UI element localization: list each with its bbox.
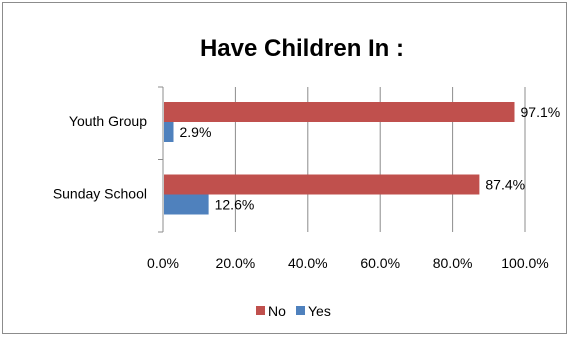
x-tick-label: 0.0%: [147, 255, 179, 271]
x-tick-label: 60.0%: [360, 255, 400, 271]
x-tick-label: 20.0%: [216, 255, 256, 271]
x-tick-label: 80.0%: [433, 255, 473, 271]
x-tick-labels: 0.0% 20.0% 40.0% 60.0% 80.0% 100.0%: [147, 255, 549, 271]
legend-swatch-no: [256, 306, 265, 315]
bar-yes: [164, 194, 209, 215]
data-label: 2.9%: [179, 124, 211, 140]
category-label: Youth Group: [69, 113, 147, 129]
chart-frame: [2, 2, 567, 334]
x-tick-label: 40.0%: [288, 255, 328, 271]
bar-no: [164, 174, 480, 195]
axes: [158, 86, 164, 233]
x-tick-label: 100.0%: [501, 255, 548, 271]
bar-no: [164, 102, 515, 122]
data-label: 87.4%: [485, 177, 525, 193]
category-label: Sunday School: [53, 186, 147, 202]
legend-label-yes: Yes: [308, 303, 331, 319]
bars: 97.1% 2.9% 87.4% 12.6%: [164, 102, 560, 215]
bar-yes: [164, 122, 174, 142]
legend-swatch-yes: [296, 306, 305, 315]
data-label: 12.6%: [215, 197, 255, 213]
legend-label-no: No: [268, 303, 286, 319]
chart-title: Have Children In :: [200, 35, 404, 62]
category-labels: Youth Group Sunday School: [53, 113, 147, 202]
data-label: 97.1%: [521, 104, 561, 120]
legend: No Yes: [256, 303, 331, 319]
